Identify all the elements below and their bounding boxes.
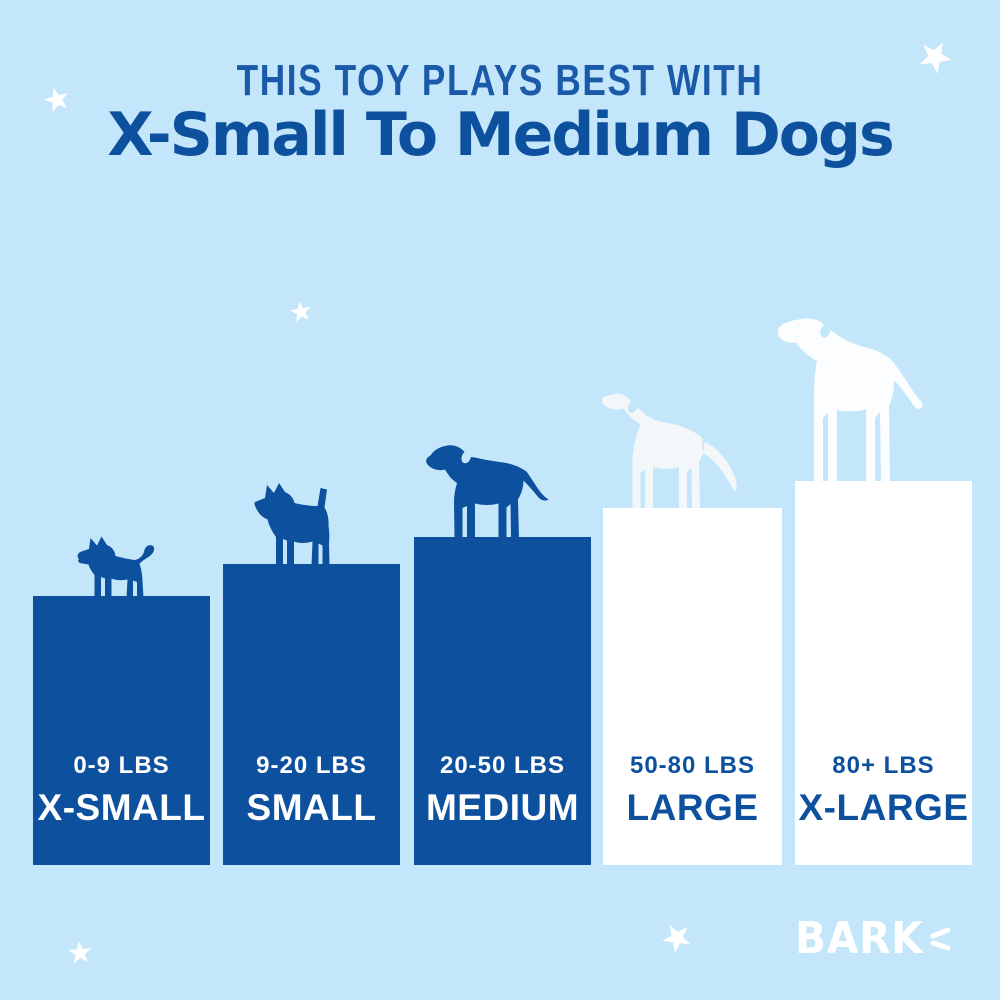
size-bar: 50-80 LBS LARGE [603,508,782,865]
labrador-icon [426,445,549,538]
size-label: MEDIUM [425,787,580,828]
chihuahua-icon [77,536,155,597]
bark-logo: BARK [784,913,952,964]
star-icon [915,37,954,76]
weight-range-label: 50-80 LBS [629,752,756,779]
size-bar: 0-9 LBS X-SMALL [33,596,210,865]
header-subtitle: THIS TOY PLAYS BEST WITH [236,56,764,105]
star-icon [41,84,73,116]
weight-range-label: 20-50 LBS [439,752,566,779]
size-column-medium: 20-50 LBS MEDIUM [414,445,591,865]
size-label: X-LARGE [798,787,969,828]
golden-retriever-icon [602,393,737,509]
bark-shout-marks-icon [930,927,951,950]
weight-range-label: 80+ LBS [832,752,935,779]
terrier-icon [254,483,330,565]
weight-range-label: 0-9 LBS [73,752,170,779]
star-icon [67,940,93,966]
size-bar: 80+ LBS X-LARGE [795,481,972,865]
header-title: X-Small To Medium Dogs [107,100,894,170]
size-column-xsmall: 0-9 LBS X-SMALL [33,536,210,865]
star-icon [657,918,697,958]
bark-logo-text: BARK [795,913,924,964]
star-icon [288,299,313,324]
size-bar: 20-50 LBS MEDIUM [414,537,591,865]
size-column-small: 9-20 LBS SMALL [223,483,400,865]
size-column-xlarge: 80+ LBS X-LARGE [777,318,972,865]
size-bar: 9-20 LBS SMALL [223,564,400,865]
size-column-large: 50-80 LBS LARGE [602,393,782,865]
size-label: LARGE [626,787,759,828]
weight-range-label: 9-20 LBS [256,752,367,779]
great-dane-icon [777,318,923,482]
size-label: X-SMALL [37,787,206,828]
size-label: SMALL [246,787,377,828]
